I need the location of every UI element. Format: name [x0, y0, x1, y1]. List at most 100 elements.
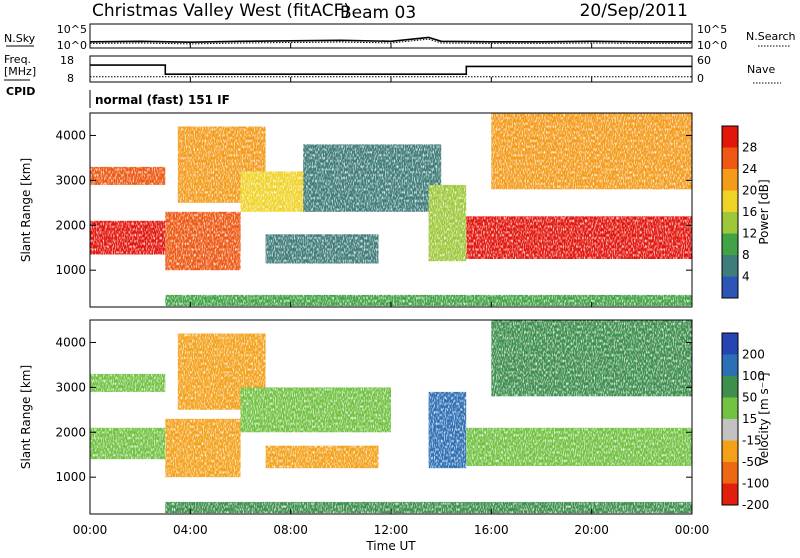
velocity-tick-1: 100: [742, 369, 765, 383]
power-region-10: [165, 294, 692, 307]
power-region-5: [303, 144, 442, 212]
velocity-ytick-label-2000: 2000: [55, 425, 86, 439]
nave-tick-lo: 0: [697, 72, 704, 85]
velocity-panel: 1000 2000 3000 4000 Slant Range [km] 200 100 5…: [19, 319, 771, 515]
velocity-swatch-1: [722, 354, 738, 377]
velocity-tick-6: -100: [742, 477, 769, 491]
velocity-data: [90, 320, 692, 514]
velocity-tick-7: -200: [742, 498, 769, 512]
xtick-label-6: 00:00: [675, 523, 710, 537]
freq-lines: [90, 64, 692, 78]
nsearch-tick-hi: 10^5: [697, 23, 727, 36]
velocity-ylabel: Slant Range [km]: [19, 365, 33, 469]
velocity-region-2: [165, 418, 241, 478]
power-swatch-5: [722, 233, 738, 256]
nsearch-series: [89, 38, 692, 45]
cpid-strip: normal (fast) 151 IF: [89, 90, 230, 108]
xaxis-label: Time UT: [365, 539, 416, 553]
cpid-text: normal (fast) 151 IF: [95, 93, 230, 107]
date-label: 20/Sep/2011: [580, 1, 688, 21]
xtick-label-5: 20:00: [574, 523, 609, 537]
nsky-tick-hi: 10^5: [57, 23, 87, 36]
velocity-region-5: [265, 445, 379, 469]
power-region-9: [491, 113, 692, 190]
power-swatch-2: [722, 169, 738, 191]
xtick-label-3: 12:00: [374, 523, 409, 537]
nsky-tick-lo: 10^0: [57, 39, 87, 52]
power-tick-6: 28: [742, 141, 757, 155]
power-colorbar: 4 8 12 16 20 24 28 Power [dB]: [721, 125, 771, 299]
velocity-colorbar: 200 100 50 15 -15 -50 -100 -200 Velocity [m s⁻¹]: [721, 332, 771, 512]
mhz-label: [MHz]: [4, 65, 36, 78]
power-tick-1: 8: [742, 248, 750, 262]
freq-tick-lo: 8: [67, 72, 74, 85]
power-tick-0: 4: [742, 270, 750, 284]
power-tick-4: 20: [742, 184, 757, 198]
power-swatch-3: [722, 190, 738, 213]
velocity-region-9: [165, 501, 692, 514]
xtick-label-2: 08:00: [273, 523, 308, 537]
nsky-series: [89, 36, 692, 44]
nsearch-label: N.Search: [746, 30, 796, 43]
velocity-axes: 1000 2000 3000 4000 Slant Range [km]: [19, 335, 692, 484]
velocity-bar-label: Velocity [m s⁻¹]: [757, 372, 771, 465]
nsearch-tick-lo: 10^0: [697, 39, 727, 52]
power-axes: 1000 2000 3000 4000 Slant Range [km]: [19, 128, 692, 277]
nsky-label: N.Sky: [4, 32, 36, 45]
velocity-swatch-4: [722, 419, 738, 441]
power-swatch-7: [722, 276, 738, 299]
station-title: Christmas Valley West (fitACF): [92, 1, 350, 21]
velocity-ytick-label-3000: 3000: [55, 380, 86, 394]
velocity-region-7: [466, 427, 692, 466]
velocity-ytick-label-1000: 1000: [55, 470, 86, 484]
power-region-0: [90, 220, 166, 255]
power-panel: 1000 2000 3000 4000 Slant Range [km] 4 8 12 16 2…: [19, 112, 771, 308]
frequency-panel: Freq. [MHz] CPID 18 8 60 0 Nave: [4, 53, 781, 98]
velocity-region-0: [90, 427, 166, 460]
nave-tick-hi: 60: [697, 54, 711, 67]
velocity-swatch-5: [722, 440, 738, 463]
velocity-swatch-0: [722, 333, 738, 355]
power-ytick-label-1000: 1000: [55, 263, 86, 277]
xtick-label-4: 16:00: [474, 523, 509, 537]
freq-series: [90, 64, 692, 75]
power-ytick-label-3000: 3000: [55, 173, 86, 187]
velocity-region-1: [90, 373, 166, 392]
velocity-tick-3: 15: [742, 412, 757, 426]
freq-label: Freq.: [4, 53, 31, 66]
velocity-region-6: [428, 391, 467, 469]
noise-panel: N.Sky 10^5 10^0 10^5 10^0 N.Search: [4, 23, 796, 52]
power-region-2: [165, 211, 241, 271]
power-region-6: [265, 234, 379, 264]
velocity-tick-2: 50: [742, 391, 757, 405]
power-ylabel: Slant Range [km]: [19, 158, 33, 262]
power-tick-2: 12: [742, 227, 757, 241]
power-tick-3: 16: [742, 205, 757, 219]
velocity-swatch-3: [722, 397, 738, 420]
time-axis: 00:00 04:00 08:00 12:00 16:00 20:00 00:00 Time …: [73, 43, 710, 553]
power-ytick-label-4000: 4000: [55, 128, 86, 142]
power-swatch-4: [722, 212, 738, 234]
velocity-region-8: [491, 320, 692, 397]
power-tick-5: 24: [742, 162, 757, 176]
freq-tick-hi: 18: [60, 54, 74, 67]
xtick-label-1: 04:00: [173, 523, 208, 537]
power-swatch-1: [722, 147, 738, 170]
velocity-tick-5: -50: [742, 455, 762, 469]
velocity-bar-frame: [721, 332, 739, 506]
nave-label: Nave: [747, 63, 775, 76]
power-ytick-label-2000: 2000: [55, 218, 86, 232]
beam-label: Beam 03: [340, 3, 416, 23]
power-region-1: [90, 166, 166, 185]
velocity-tick-0: 200: [742, 348, 765, 362]
cpid-label: CPID: [6, 85, 35, 98]
velocity-swatch-6: [722, 462, 738, 484]
power-swatch-0: [722, 126, 738, 148]
power-bar-frame: [721, 125, 739, 299]
power-bar-label: Power [dB]: [757, 179, 771, 244]
velocity-region-4: [240, 387, 391, 433]
power-region-7: [428, 184, 467, 262]
velocity-swatch-2: [722, 376, 738, 398]
